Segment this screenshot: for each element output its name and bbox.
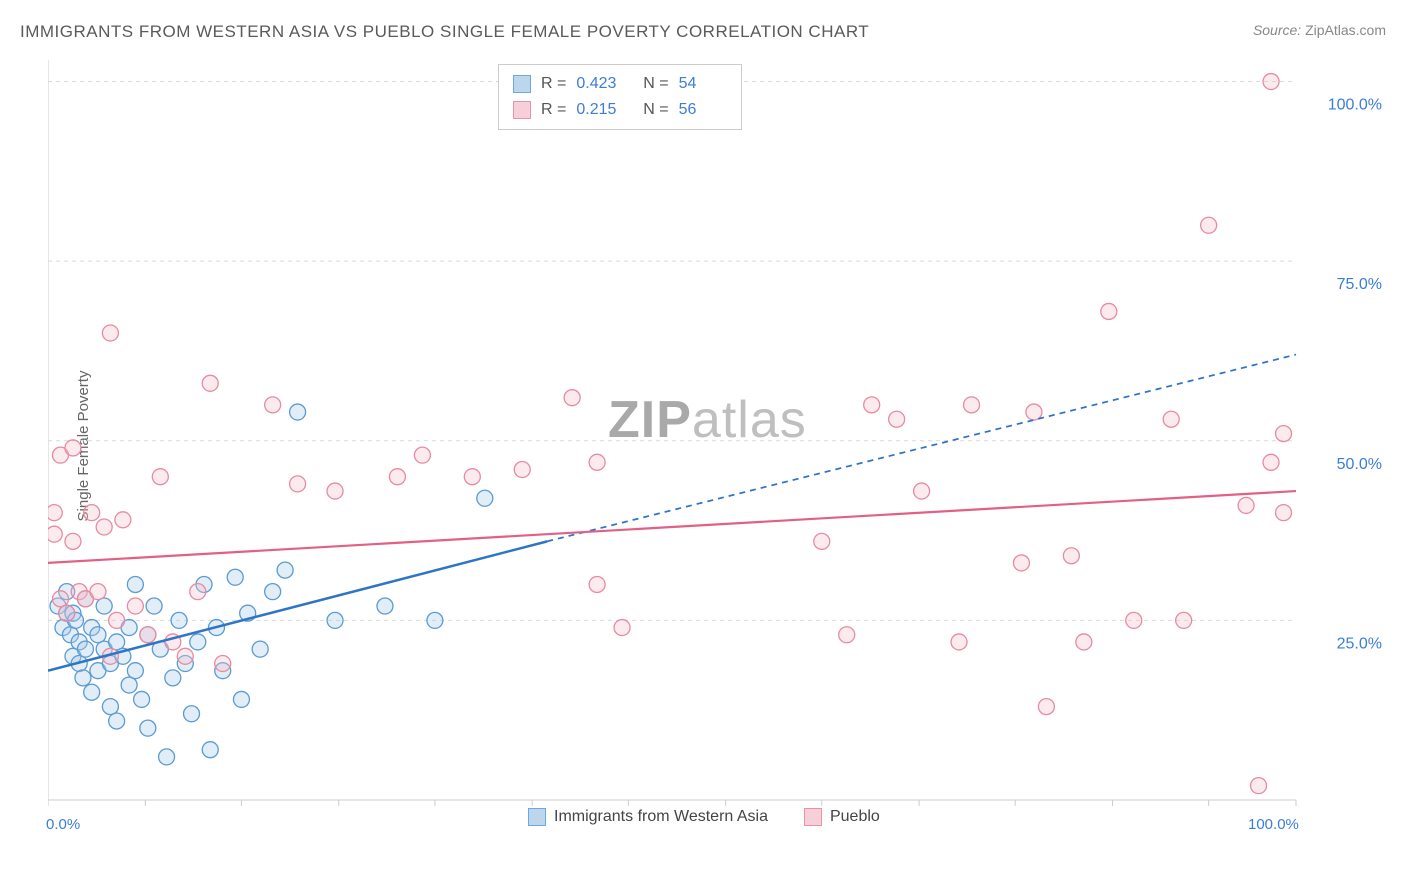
series-legend: Immigrants from Western Asia Pueblo (528, 808, 880, 826)
n-label: N = (634, 71, 668, 97)
correlation-chart: 25.0%50.0%75.0%100.0% ZIPatlas R = 0.423… (48, 60, 1388, 830)
x-axis-min-label: 0.0% (46, 816, 80, 833)
n-label: N = (634, 97, 668, 123)
source-label: Source: (1253, 22, 1301, 38)
svg-text:100.0%: 100.0% (1328, 97, 1382, 114)
swatch-icon (528, 808, 546, 826)
x-axis-max-label: 100.0% (1248, 816, 1299, 833)
svg-text:75.0%: 75.0% (1337, 276, 1382, 293)
chart-title: IMMIGRANTS FROM WESTERN ASIA VS PUEBLO S… (20, 22, 869, 42)
stat-row-pueblo: R = 0.215 N = 56 (513, 97, 727, 123)
correlation-stats-legend: R = 0.423 N = 54R = 0.215 N = 56 (498, 64, 742, 130)
legend-item-pueblo: Pueblo (804, 808, 880, 826)
swatch-icon (513, 101, 531, 119)
svg-text:25.0%: 25.0% (1337, 635, 1382, 652)
n-value: 56 (679, 97, 727, 123)
svg-text:50.0%: 50.0% (1337, 456, 1382, 473)
scatter-plot-svg: 25.0% 50.0% 75.0% 100.0% (48, 60, 1388, 830)
r-value: 0.215 (576, 97, 624, 123)
legend-label: Pueblo (830, 808, 880, 826)
source-value: ZipAtlas.com (1305, 22, 1386, 38)
source-attribution: Source: ZipAtlas.com (1253, 22, 1386, 38)
n-value: 54 (679, 71, 727, 97)
swatch-icon (804, 808, 822, 826)
stat-row-west_asia: R = 0.423 N = 54 (513, 71, 727, 97)
r-label: R = (541, 97, 566, 123)
r-value: 0.423 (576, 71, 624, 97)
legend-label: Immigrants from Western Asia (554, 808, 768, 826)
swatch-icon (513, 75, 531, 93)
legend-item-west_asia: Immigrants from Western Asia (528, 808, 768, 826)
r-label: R = (541, 71, 566, 97)
